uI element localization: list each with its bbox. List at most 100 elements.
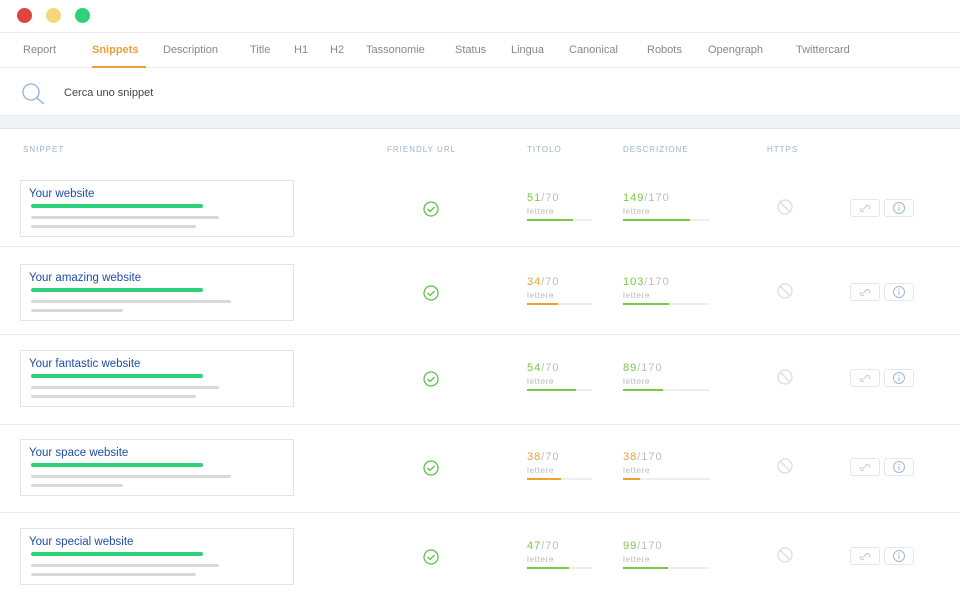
link-button[interactable] <box>850 458 880 476</box>
link-button[interactable] <box>850 199 880 217</box>
count-limit: /70 <box>541 362 560 374</box>
progress-fill <box>623 567 668 569</box>
count-value: 89 <box>623 362 638 374</box>
tab[interactable]: Tassonomie <box>366 44 425 56</box>
count-value: 38 <box>527 451 542 463</box>
progress-fill <box>527 478 562 480</box>
snippet-card: Your website <box>20 180 294 237</box>
link-button[interactable] <box>850 283 880 301</box>
info-icon <box>893 286 905 298</box>
title-count: 47/70 <box>527 540 560 552</box>
progress-fill <box>623 478 641 480</box>
https-disabled <box>777 547 793 563</box>
info-button[interactable] <box>884 547 914 565</box>
text-line <box>31 216 219 219</box>
title-count: 34/70 <box>527 276 560 288</box>
description-count: 89/170 <box>623 362 663 374</box>
progress-fill <box>623 219 691 221</box>
count-unit: lettere <box>527 206 555 216</box>
title-bar <box>31 552 203 556</box>
info-button[interactable] <box>884 199 914 217</box>
snippet-title[interactable]: Your fantastic website <box>29 358 141 370</box>
tab[interactable]: Snippets <box>92 44 139 56</box>
https-disabled <box>777 458 793 474</box>
text-line <box>31 564 219 567</box>
count-value: 149 <box>623 192 645 204</box>
progress-track <box>623 303 710 305</box>
https-disabled <box>777 199 793 215</box>
search-input[interactable]: Cerca uno snippet <box>64 87 154 99</box>
count-unit: lettere <box>623 376 651 386</box>
text-line <box>31 386 219 389</box>
title-bar <box>31 463 203 467</box>
count-unit: lettere <box>527 554 555 564</box>
https-disabled <box>777 283 793 299</box>
progress-track <box>623 567 710 569</box>
active-tab-underline <box>92 66 146 68</box>
snippet-title[interactable]: Your special website <box>29 536 134 548</box>
info-icon <box>893 461 905 473</box>
snippet-title[interactable]: Your website <box>29 188 95 200</box>
count-value: 54 <box>527 362 542 374</box>
text-line <box>31 573 196 576</box>
info-button[interactable] <box>884 369 914 387</box>
tab[interactable]: H1 <box>294 44 309 56</box>
snippet-card: Your amazing website <box>20 264 294 321</box>
link-icon <box>859 463 871 472</box>
count-value: 34 <box>527 276 542 288</box>
friendly-url-check <box>423 371 439 387</box>
column-header: SNIPPET <box>23 145 65 154</box>
description-count: 149/170 <box>623 192 670 204</box>
progress-track <box>623 219 710 221</box>
search-icon <box>22 83 45 105</box>
tab[interactable]: Status <box>455 44 487 56</box>
tab[interactable]: H2 <box>330 44 345 56</box>
count-value: 99 <box>623 540 638 552</box>
row-divider <box>0 334 960 335</box>
info-button[interactable] <box>884 283 914 301</box>
friendly-url-check <box>423 460 439 476</box>
progress-track <box>527 219 592 221</box>
snippet-title[interactable]: Your amazing website <box>29 272 142 284</box>
tab[interactable]: Description <box>163 44 219 56</box>
progress-track <box>527 567 592 569</box>
count-limit: /70 <box>541 276 560 288</box>
progress-fill <box>527 389 576 391</box>
band <box>0 115 960 129</box>
tab[interactable]: Report <box>23 44 57 56</box>
window-button[interactable] <box>17 8 32 23</box>
text-line <box>31 300 231 303</box>
progress-fill <box>527 219 573 221</box>
https-disabled <box>777 369 793 385</box>
tab[interactable]: Lingua <box>511 44 545 56</box>
info-icon <box>893 372 905 384</box>
column-header: FRIENDLY URL <box>387 145 457 154</box>
count-unit: lettere <box>527 376 555 386</box>
link-button[interactable] <box>850 547 880 565</box>
row-divider <box>0 246 960 247</box>
snippet-title[interactable]: Your space website <box>29 447 129 459</box>
tab[interactable]: Twittercard <box>796 44 850 56</box>
link-icon <box>859 204 871 213</box>
info-button[interactable] <box>884 458 914 476</box>
window-button[interactable] <box>75 8 90 23</box>
title-count: 51/70 <box>527 192 560 204</box>
progress-track <box>527 303 592 305</box>
tab[interactable]: Canonical <box>569 44 618 56</box>
description-count: 103/170 <box>623 276 670 288</box>
count-unit: lettere <box>527 290 555 300</box>
count-limit: /70 <box>541 540 560 552</box>
progress-fill <box>527 303 558 305</box>
count-unit: lettere <box>527 465 555 475</box>
snippet-card: Your space website <box>20 439 294 496</box>
window-button[interactable] <box>46 8 61 23</box>
divider <box>0 67 960 68</box>
tab[interactable]: Robots <box>647 44 682 56</box>
link-button[interactable] <box>850 369 880 387</box>
tab[interactable]: Title <box>250 44 271 56</box>
text-line <box>31 484 123 487</box>
link-icon <box>859 374 871 383</box>
count-limit: /170 <box>637 362 663 374</box>
tab[interactable]: Opengraph <box>708 44 764 56</box>
